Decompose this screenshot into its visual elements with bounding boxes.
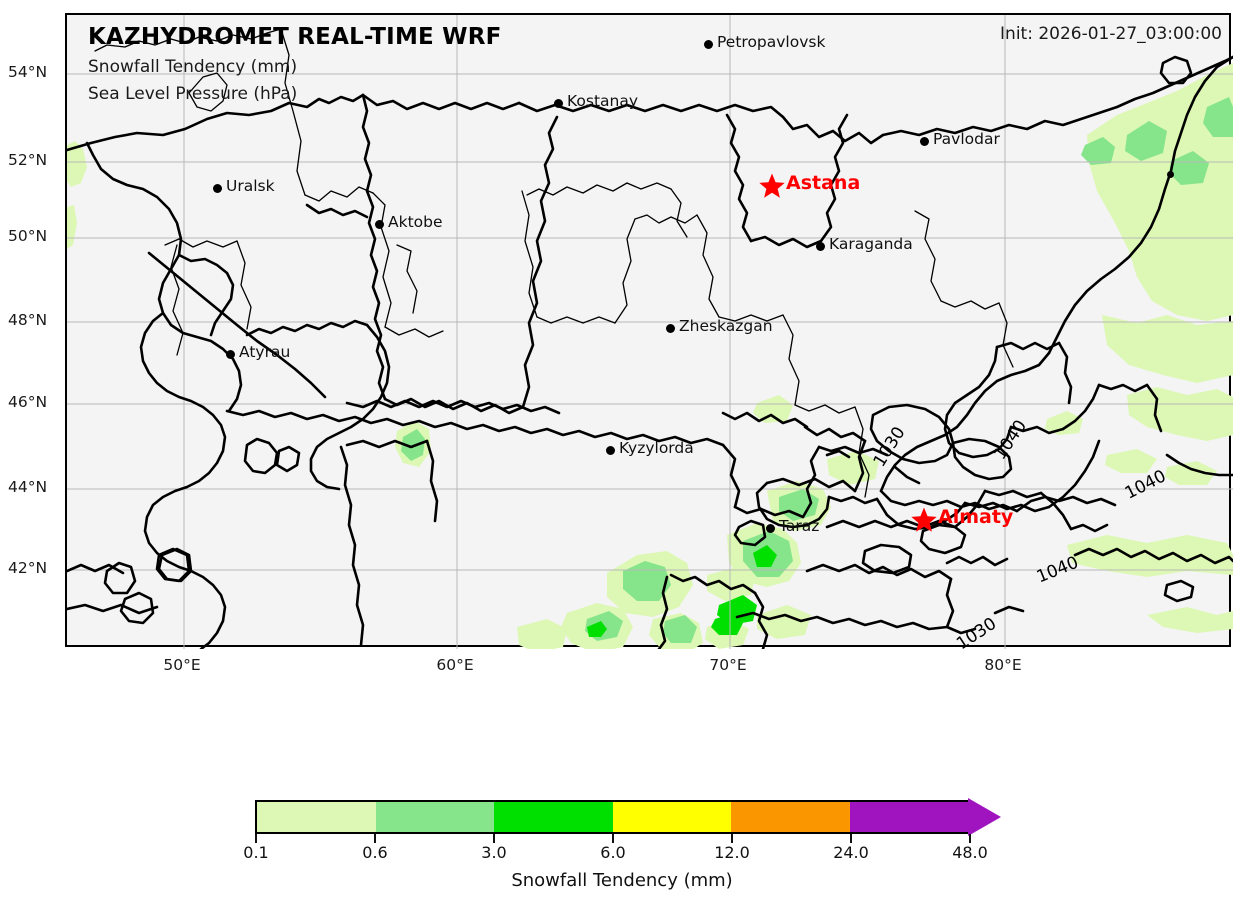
colorbar — [255, 797, 1003, 837]
city-label: Astana — [786, 172, 861, 194]
subtitle-snowfall: Snowfall Tendency (mm) — [88, 57, 298, 77]
city-dot — [225, 349, 235, 359]
x-tick-label: 50°E — [163, 656, 201, 674]
city-label: Petropavlovsk — [717, 33, 826, 51]
city-dot — [703, 39, 713, 49]
colorbar-segment-0 — [257, 802, 376, 832]
colorbar-label: 0.1 — [243, 843, 269, 862]
subtitle-pressure: Sea Level Pressure (hPa) — [88, 84, 298, 104]
colorbar-tick — [493, 834, 495, 843]
city-dot — [665, 323, 675, 333]
city-dot — [605, 445, 615, 455]
x-tick-label: 60°E — [436, 656, 474, 674]
city-dot — [374, 219, 384, 229]
snowfall-shading-layer — [67, 63, 1233, 649]
colorbar-title: Snowfall Tendency (mm) — [511, 870, 733, 891]
colorbar-label: 24.0 — [833, 843, 869, 862]
colorbar-segment-5 — [849, 802, 968, 832]
y-tick-label: 50°N — [8, 227, 48, 245]
city-label: Uralsk — [226, 177, 275, 195]
colorbar-segment-3 — [612, 802, 731, 832]
colorbar-tick — [969, 834, 971, 843]
colorbar-tick — [255, 834, 257, 843]
colorbar-label: 0.6 — [362, 843, 388, 862]
y-tick-label: 52°N — [8, 151, 48, 169]
province-borders — [94, 28, 1014, 498]
city-label: Kyzylorda — [619, 439, 694, 457]
city-label: Karaganda — [829, 235, 913, 253]
colorbar-label: 12.0 — [714, 843, 750, 862]
map-graphics — [67, 15, 1233, 649]
colorbar-tick — [612, 834, 614, 843]
city-dot — [919, 136, 929, 146]
colorbar-extend-arrow — [968, 798, 1001, 836]
city-label: Taraz — [779, 517, 820, 535]
city-dot — [815, 241, 825, 251]
init-timestamp: Init: 2026-01-27_03:00:00 — [1000, 24, 1222, 44]
colorbar-tick — [731, 834, 733, 843]
colorbar-bar — [255, 800, 970, 834]
colorbar-label: 6.0 — [600, 843, 626, 862]
city-label: Pavlodar — [933, 130, 1000, 148]
city-label: Kostanay — [567, 92, 639, 110]
star-icon — [759, 173, 785, 198]
colorbar-segment-2 — [494, 802, 613, 832]
colorbar-segment-4 — [731, 802, 850, 832]
city-label: Zheskazgan — [679, 317, 773, 335]
y-tick-label: 46°N — [8, 393, 48, 411]
city-dot — [765, 523, 775, 533]
slp-contours — [67, 55, 1233, 635]
x-tick-label: 70°E — [709, 656, 747, 674]
city-label: Almaty — [938, 506, 1014, 528]
colorbar-tick — [850, 834, 852, 843]
city-label: Aktobe — [388, 213, 443, 231]
city-label: Atyrau — [239, 343, 291, 361]
y-tick-label: 44°N — [8, 478, 48, 496]
snowfall-shading-bright — [587, 545, 777, 637]
city-dot — [553, 98, 563, 108]
y-tick-label: 54°N — [8, 63, 48, 81]
city-dot — [1166, 170, 1174, 178]
map-panel: 1030 1040 1040 1040 1030 Petropavlovsk K… — [65, 13, 1233, 654]
colorbar-label: 48.0 — [952, 843, 988, 862]
national-borders-coastlines — [67, 55, 1233, 649]
colorbar-tick — [374, 834, 376, 843]
page-title: KAZHYDROMET REAL-TIME WRF — [88, 24, 502, 50]
colorbar-label: 3.0 — [481, 843, 507, 862]
city-dot — [212, 183, 222, 193]
star-icon — [911, 507, 937, 532]
colorbar-segment-1 — [375, 802, 494, 832]
x-tick-label: 80°E — [984, 656, 1022, 674]
y-tick-label: 48°N — [8, 311, 48, 329]
y-tick-label: 42°N — [8, 559, 48, 577]
